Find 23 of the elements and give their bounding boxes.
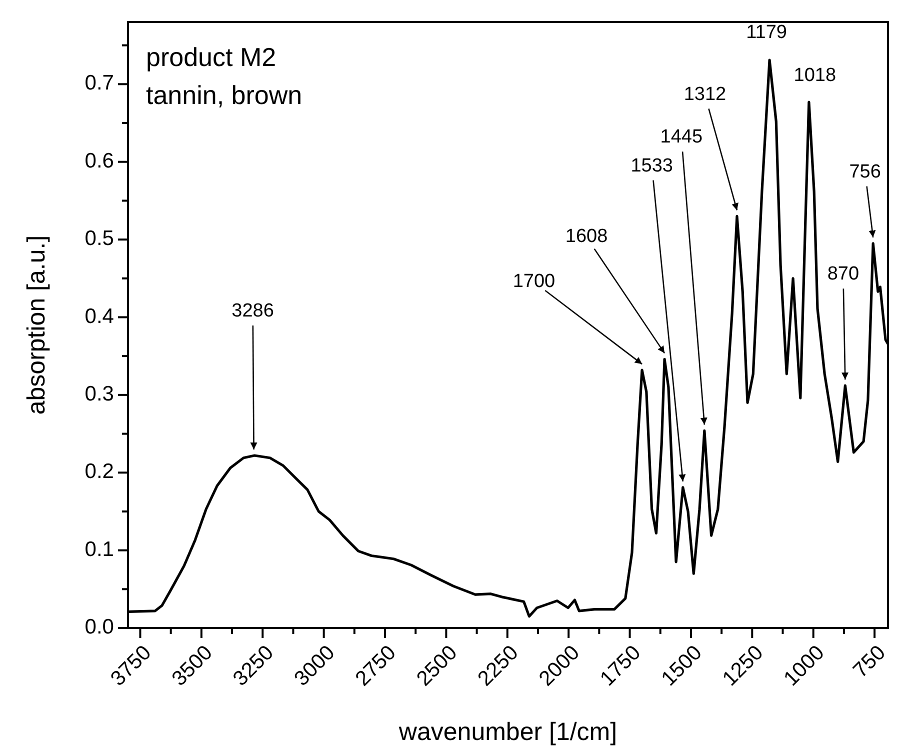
y-tick-label: 0.7 [84, 72, 114, 95]
annotation: 1700 [512, 271, 556, 292]
annotation: 1533 [630, 155, 674, 176]
annotation: 1445 [660, 126, 703, 148]
y-tick-label: 0.5 [84, 227, 114, 250]
annotation: 756 [849, 161, 881, 182]
y-axis-title: absorption [a.u.] [22, 235, 51, 415]
y-tick-label: 0.0 [84, 616, 114, 639]
annotation: product M2 [146, 42, 276, 72]
annotation: 870 [827, 264, 860, 285]
annotation: 3286 [232, 300, 274, 322]
x-axis-title: wavenumber [1/cm] [398, 718, 618, 746]
annotation: 1312 [684, 84, 726, 106]
annotation: 1018 [794, 65, 836, 86]
y-tick-label: 0.1 [84, 538, 114, 561]
y-tick-label: 0.6 [84, 149, 114, 172]
y-tick-label: 0.3 [84, 382, 114, 406]
y-tick-label: 0.4 [84, 304, 114, 328]
annotation: 1179 [746, 22, 787, 44]
annotation: 1608 [565, 226, 608, 248]
x-tick-label: 750 [848, 641, 890, 682]
annotation: tannin, brown [146, 80, 302, 110]
y-tick-label: 0.2 [84, 460, 114, 484]
